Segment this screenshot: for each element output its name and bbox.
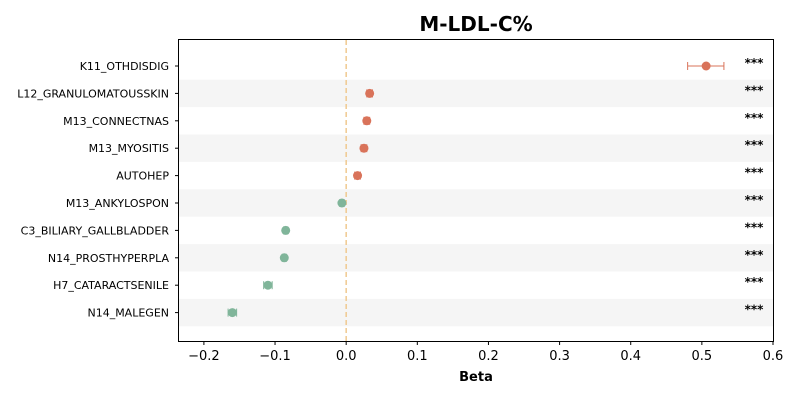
row-band [179, 244, 773, 272]
y-tick-label: N14_MALEGEN [87, 307, 169, 320]
data-point [365, 88, 375, 98]
x-tick-label: 0.5 [692, 349, 713, 364]
x-tick-label: 0.3 [549, 349, 570, 364]
significance-label: *** [745, 138, 765, 152]
y-tick-label: N14_PROSTHYPERPLA [48, 252, 170, 265]
significance-label: *** [745, 220, 765, 234]
y-tick-label: K11_OTHDISDIG [80, 60, 169, 73]
data-point [279, 253, 289, 263]
chart-title: M-LDL-C% [419, 12, 532, 36]
data-point [362, 116, 372, 126]
y-tick-label: H7_CATARACTSENILE [53, 279, 169, 292]
y-tick-label: M13_ANKYLOSPON [66, 197, 169, 210]
row-band [179, 298, 773, 327]
x-tick-label: 0.4 [620, 349, 641, 364]
significance-label: *** [745, 111, 765, 125]
data-point [337, 198, 347, 208]
row-bands [179, 79, 773, 327]
y-tick-label: M13_CONNECTNAS [63, 115, 169, 128]
x-tick-label: 0.2 [478, 349, 499, 364]
data-point [353, 171, 363, 181]
row-band [179, 134, 773, 162]
y-tick-label: AUTOHEP [116, 170, 169, 183]
data-point [701, 61, 711, 71]
y-tick-label: M13_MYOSITIS [89, 142, 169, 155]
data-points [227, 61, 711, 318]
significance-label: *** [745, 275, 765, 289]
data-point [281, 225, 291, 235]
y-tick-labels: K11_OTHDISDIG L12_GRANULOMATOUSSKIN M13_CO… [17, 60, 179, 320]
significance-label: *** [745, 83, 765, 97]
data-point [227, 308, 237, 318]
x-tick-label: −0.1 [259, 349, 291, 364]
x-axis-label: Beta [459, 370, 493, 385]
significance-label: *** [745, 56, 765, 70]
y-tick-label: C3_BILIARY_GALLBLADDER [21, 224, 170, 237]
plot-frame [178, 39, 774, 342]
significance-label: *** [745, 248, 765, 262]
x-tick-label: −0.2 [188, 349, 220, 364]
significance-label: *** [745, 303, 765, 317]
significance-label: *** [745, 166, 765, 180]
row-band [179, 189, 773, 217]
x-tick-label: 0.6 [763, 349, 784, 364]
x-tick-label: 0.1 [407, 349, 428, 364]
y-tick-label: L12_GRANULOMATOUSSKIN [17, 87, 169, 100]
significance-label: *** [745, 193, 765, 207]
significance-labels: *** *** *** *** *** *** *** *** *** *** [745, 56, 765, 317]
row-band [179, 79, 773, 108]
data-point [359, 143, 369, 153]
x-axis-ticks: −0.2 −0.1 0.0 0.1 0.2 0.3 0.4 0.5 0.6 [188, 341, 783, 364]
x-tick-label: 0.0 [336, 349, 357, 364]
data-point [263, 280, 273, 290]
